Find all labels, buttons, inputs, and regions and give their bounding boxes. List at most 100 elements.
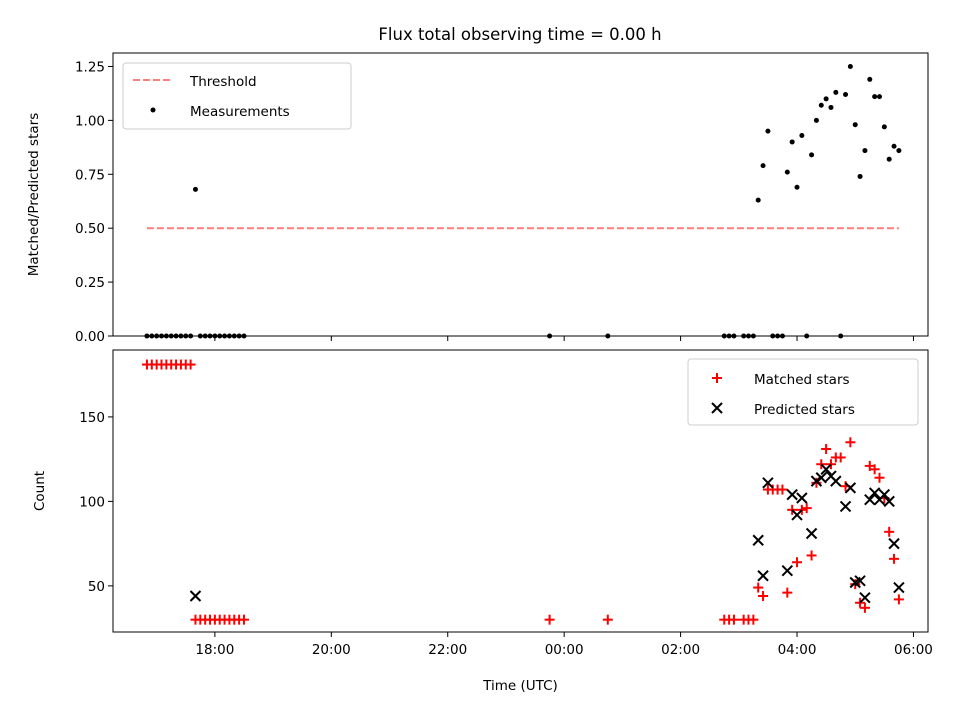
predicted-star-point bbox=[820, 463, 832, 475]
matched-star-point bbox=[859, 602, 870, 613]
count-y-axis-label: Count bbox=[32, 471, 48, 511]
legend-predicted-swatch bbox=[711, 402, 723, 414]
cross-b bbox=[781, 564, 794, 577]
ratio-axes-frame bbox=[112, 52, 929, 337]
predicted-star-point bbox=[868, 487, 881, 499]
matched-star-point bbox=[544, 614, 555, 625]
predicted-star-point bbox=[810, 475, 823, 487]
matched-star-point bbox=[792, 557, 803, 568]
cross-b bbox=[805, 527, 818, 540]
cross-b bbox=[854, 575, 866, 587]
predicted-star-point bbox=[854, 575, 866, 587]
ratio-y-tick-label: 1.00 bbox=[75, 113, 105, 129]
cross-b bbox=[868, 487, 881, 499]
ratio-legend: Threshold Measurements bbox=[122, 62, 352, 130]
cross-b bbox=[864, 493, 876, 506]
measurement-point bbox=[833, 89, 839, 95]
measurement-point bbox=[876, 94, 882, 100]
time-x-tick-label: 18:00 bbox=[195, 642, 234, 658]
count-panel: 50 100 150 18:00 20:00 22:00 00:00 02:00 04:00 0… bbox=[32, 336, 933, 694]
predicted-star-point bbox=[815, 472, 827, 484]
predicted-star-point bbox=[878, 488, 891, 501]
cross-b bbox=[883, 495, 895, 508]
measurement-point bbox=[847, 63, 853, 69]
cross-b bbox=[893, 581, 905, 594]
predicted-star-point bbox=[781, 564, 794, 577]
legend-threshold-label: Threshold bbox=[189, 74, 257, 90]
cross-b bbox=[711, 402, 723, 414]
measurement-point bbox=[896, 148, 902, 154]
matched-star-point bbox=[806, 550, 817, 561]
predicted-star-point bbox=[791, 509, 803, 521]
matched-star-point bbox=[758, 591, 769, 602]
predicted-star-point bbox=[830, 475, 842, 487]
cross-b bbox=[888, 537, 900, 550]
cross-b bbox=[757, 570, 769, 582]
predicted-star-point bbox=[752, 534, 764, 546]
predicted-star-point bbox=[189, 590, 202, 602]
measurement-point bbox=[799, 132, 805, 138]
ratio-y-tick-label: 0.50 bbox=[75, 221, 105, 237]
matched-star-point bbox=[884, 526, 895, 537]
measurement-point bbox=[852, 122, 858, 128]
count-y-axis: 50 100 150 bbox=[79, 410, 113, 595]
legend-predicted-label: Predicted stars bbox=[754, 402, 855, 418]
time-x-axis: 18:00 20:00 22:00 00:00 02:00 04:00 06:00 bbox=[195, 336, 933, 658]
predicted-star-point bbox=[888, 537, 900, 550]
cross-b bbox=[189, 590, 202, 602]
matched-star-point bbox=[238, 614, 249, 625]
measurement-point bbox=[862, 148, 868, 154]
cross-b bbox=[820, 463, 832, 475]
cross-b bbox=[830, 475, 842, 487]
matched-star-point bbox=[874, 472, 885, 483]
count-y-tick-label: 100 bbox=[79, 494, 105, 510]
predicted-star-point bbox=[883, 495, 895, 508]
cross-b bbox=[752, 534, 764, 546]
measurement-point bbox=[886, 156, 892, 162]
matched-star-point bbox=[845, 437, 856, 448]
count-y-tick-label: 150 bbox=[79, 410, 105, 426]
measurement-point bbox=[872, 94, 878, 100]
cross-b bbox=[796, 492, 808, 504]
matched-star-point bbox=[748, 614, 759, 625]
predicted-star-point bbox=[893, 581, 905, 594]
legend-matched-label: Matched stars bbox=[754, 372, 850, 388]
measurement-point bbox=[881, 124, 887, 130]
matched-star-point bbox=[602, 614, 613, 625]
predicted-star-point bbox=[786, 488, 798, 501]
measurement-point bbox=[857, 173, 863, 179]
cross-b bbox=[791, 509, 803, 521]
measurement-point bbox=[867, 76, 873, 82]
predicted-star-point bbox=[757, 570, 769, 582]
matched-star-point bbox=[889, 553, 900, 564]
ratio-y-axis-label: Matched/Predicted stars bbox=[26, 113, 42, 276]
matched-star-point bbox=[185, 359, 196, 370]
time-x-tick-label: 04:00 bbox=[778, 642, 817, 658]
ratio-y-tick-label: 1.25 bbox=[75, 59, 105, 75]
ratio-y-axis: 0.00 0.25 0.50 0.75 1.00 1.25 bbox=[75, 59, 113, 345]
matched-star-point bbox=[835, 452, 846, 463]
measurement-point bbox=[843, 92, 849, 98]
cross-b bbox=[859, 591, 871, 604]
predicted-star-point bbox=[796, 492, 808, 504]
measurement-point bbox=[192, 186, 198, 192]
count-axes-frame bbox=[112, 349, 929, 633]
measurement-point bbox=[828, 104, 834, 110]
measurement-point bbox=[765, 128, 771, 134]
cross-b bbox=[878, 488, 891, 501]
predicted-star-point bbox=[864, 493, 876, 506]
ratio-y-tick-label: 0.00 bbox=[75, 329, 105, 345]
count-plot-area bbox=[141, 359, 905, 625]
matched-star-point bbox=[782, 587, 793, 598]
cross-b bbox=[810, 475, 823, 487]
measurement-point bbox=[755, 197, 761, 203]
matched-star-point bbox=[893, 594, 904, 605]
cross-b bbox=[815, 472, 827, 484]
cross-b bbox=[839, 500, 852, 513]
time-x-tick-label: 20:00 bbox=[312, 642, 351, 658]
legend-measurements-swatch bbox=[150, 107, 156, 113]
cross-b bbox=[844, 482, 857, 494]
time-x-tick-label: 22:00 bbox=[428, 642, 467, 658]
measurement-point bbox=[809, 152, 815, 158]
measurement-point bbox=[789, 139, 795, 145]
